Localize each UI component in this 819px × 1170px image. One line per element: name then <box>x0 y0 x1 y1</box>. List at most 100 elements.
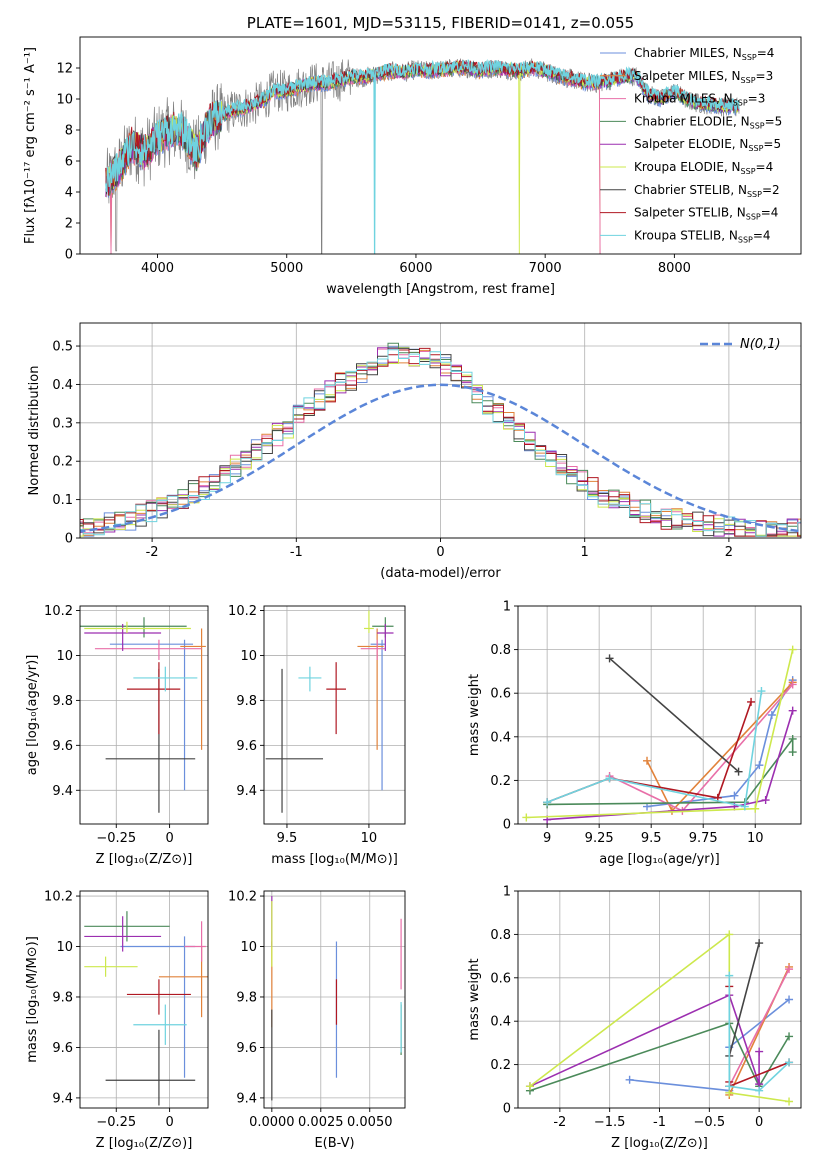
legend-label: Salpeter MILES, NSSP=3 <box>634 69 773 85</box>
weight-marker <box>785 1097 794 1106</box>
axes-frame <box>79 890 209 1109</box>
y-tick-label: 12 <box>56 62 73 77</box>
weight-marker <box>755 761 764 770</box>
weight-marker <box>755 1047 764 1056</box>
weight-series-8 <box>546 690 763 808</box>
plot-area <box>522 645 797 824</box>
error-bar-point <box>80 617 187 638</box>
y-tick-label: 10 <box>56 93 73 108</box>
legend: Chabrier MILES, NSSP=4 Salpeter MILES, NS… <box>600 46 782 244</box>
error-bar-point <box>126 979 191 1015</box>
weight-marker <box>751 804 760 813</box>
y-tick-label: 10.2 <box>44 890 73 905</box>
y-tick-label: 0.4 <box>490 1015 511 1030</box>
x-tick-label: 5000 <box>270 261 303 276</box>
weight-marker <box>522 813 531 822</box>
weight-marker <box>788 748 797 757</box>
error-bar-point <box>265 668 324 813</box>
y-tick-label: 0.6 <box>490 687 511 702</box>
x-tick-label: 9.5 <box>277 831 298 846</box>
weight-marker <box>761 796 770 805</box>
model-spectrum-1 <box>105 63 601 254</box>
legend-label: Chabrier MILES, NSSP=4 <box>634 46 774 62</box>
weight-marker <box>740 802 749 811</box>
y-tick-label: 0.3 <box>52 416 73 431</box>
x-axis-label: Z [log₁₀(Z/Z⊙)] <box>96 1136 193 1151</box>
y-tick-label: 9.4 <box>52 1091 73 1106</box>
error-bar-point <box>298 666 322 692</box>
y-axis-label: age [log₁₀(age/yr)] <box>25 655 40 776</box>
y-axis-label: Flux [fλ10⁻¹⁷ erg cm⁻² s⁻¹ A⁻¹] <box>23 47 38 244</box>
x-tick-label: 0.0050 <box>347 1115 393 1130</box>
x-tick-label: −0.25 <box>96 1115 136 1130</box>
plot-area <box>271 896 402 1101</box>
x-tick-label: 1 <box>581 545 589 560</box>
y-tick-label: 9.4 <box>236 784 257 799</box>
weight-marker <box>785 995 794 1004</box>
x-tick-label: 9.25 <box>585 831 614 846</box>
y-tick-label: 9.8 <box>52 694 73 709</box>
histogram-6 <box>80 347 801 537</box>
weight-marker <box>643 756 652 765</box>
plot-area <box>80 617 206 813</box>
y-tick-label: 0.2 <box>490 774 511 789</box>
y-tick-label: 0 <box>503 1102 511 1117</box>
weight-series-4 <box>529 994 760 1088</box>
panel-spectrum: 4000 5000 6000 7000 8000 0 2 4 6 8 10 12 wavelength … <box>23 14 802 297</box>
x-tick-label: -2 <box>553 1115 566 1130</box>
legend-label: Kroupa MILES, NSSP=3 <box>634 92 765 108</box>
weight-marker <box>755 939 764 948</box>
weight-marker <box>785 1058 794 1067</box>
error-bar-point <box>133 1004 187 1045</box>
y-tick-label: 10 <box>56 649 73 664</box>
axes-frame <box>79 605 209 825</box>
error-bar-point <box>84 916 162 952</box>
plot-area <box>525 930 794 1106</box>
weight-marker <box>725 971 734 980</box>
error-bar-point <box>109 639 194 791</box>
error-bar-point <box>105 668 196 813</box>
x-tick-label: 0.0000 <box>249 1115 295 1130</box>
y-tick-label: 10 <box>240 649 257 664</box>
legend-label: Salpeter ELODIE, NSSP=5 <box>634 137 781 153</box>
weight-series-3 <box>547 736 794 806</box>
y-tick-label: 10.2 <box>44 604 73 619</box>
y-tick-label: 0.6 <box>490 971 511 986</box>
model-spectrum-8 <box>105 58 740 254</box>
x-tick-label: 10 <box>361 831 378 846</box>
histogram-7 <box>80 347 801 537</box>
x-tick-label: 9 <box>543 831 551 846</box>
weight-marker <box>543 798 552 807</box>
x-axis-label: mass [log₁₀(M/M⊙)] <box>271 852 398 867</box>
legend-label: N(0,1) <box>740 337 781 352</box>
weight-marker <box>725 1082 734 1091</box>
panel-massweight-vs-Z: -2 −1.5 -1 −0.5 0 0 0.2 0.4 0.6 0.8 1 Z [log₁₀(Z/Z⊙… <box>467 885 802 1151</box>
y-axis-label: mass [log₁₀(M/M⊙)] <box>25 936 40 1063</box>
weight-marker <box>788 706 797 715</box>
y-tick-label: 0.4 <box>52 378 73 393</box>
histogram-8 <box>80 349 801 537</box>
legend-label: Chabrier ELODIE, NSSP=5 <box>634 114 782 130</box>
error-bar-point <box>184 921 206 962</box>
x-tick-label: 0 <box>165 831 173 846</box>
weight-marker <box>755 1086 764 1095</box>
error-bar-point <box>370 639 386 791</box>
error-bar-point <box>357 628 384 750</box>
x-tick-label: 9.75 <box>689 831 718 846</box>
error-bar-point <box>105 1029 196 1106</box>
y-tick-label: 8 <box>65 124 73 139</box>
y-tick-label: 9.4 <box>236 1091 257 1106</box>
y-tick-label: 1 <box>503 600 511 615</box>
weight-marker <box>785 965 794 974</box>
error-bar-point <box>364 610 374 633</box>
panel-age-vs-mass: 9.5 10 9.4 9.6 9.8 10 10.2 mass [log₁₀(M/M⊙)] <box>228 604 406 867</box>
normal-curve <box>80 383 801 533</box>
weight-marker <box>525 1082 534 1091</box>
x-tick-label: 2 <box>725 545 733 560</box>
y-tick-label: 0.2 <box>52 455 73 470</box>
error-bar-point <box>94 639 202 660</box>
y-tick-label: 0.8 <box>490 928 511 943</box>
y-tick-label: 0 <box>65 248 73 263</box>
error-bar-point <box>120 936 196 1078</box>
